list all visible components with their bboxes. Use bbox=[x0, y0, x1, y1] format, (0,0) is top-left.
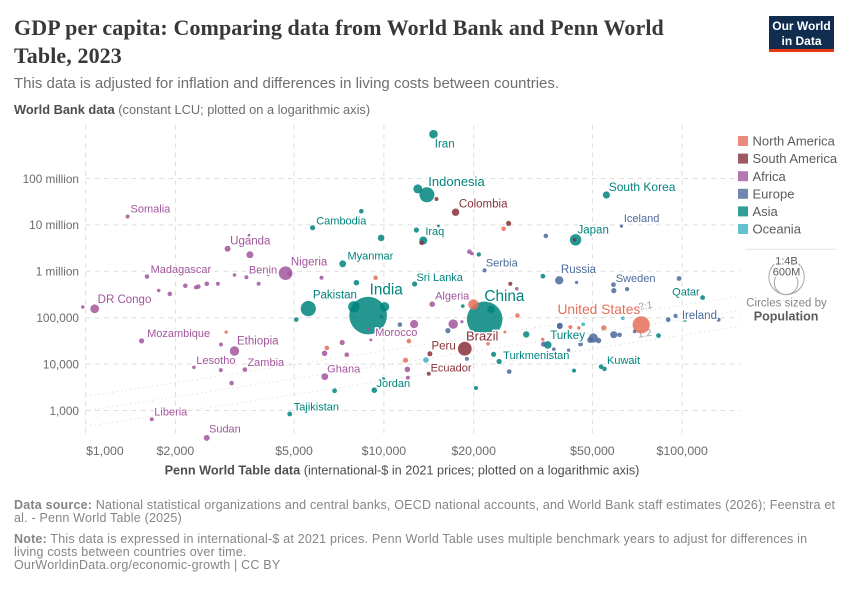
svg-text:Benin: Benin bbox=[249, 265, 277, 277]
svg-text:DR Congo: DR Congo bbox=[98, 294, 152, 306]
svg-text:1,000: 1,000 bbox=[49, 404, 79, 418]
svg-text:10,000: 10,000 bbox=[43, 357, 80, 371]
svg-text:United States: United States bbox=[557, 302, 640, 317]
svg-text:$5,000: $5,000 bbox=[275, 444, 313, 458]
svg-text:600M: 600M bbox=[773, 266, 801, 278]
svg-text:Iraq: Iraq bbox=[425, 226, 444, 238]
svg-text:Circles sized by: Circles sized by bbox=[746, 298, 827, 310]
svg-text:India: India bbox=[370, 282, 404, 299]
svg-text:Uganda: Uganda bbox=[230, 235, 271, 247]
svg-text:Mozambique: Mozambique bbox=[147, 328, 210, 340]
svg-text:Pakistan: Pakistan bbox=[313, 290, 357, 302]
svg-text:China: China bbox=[484, 288, 524, 305]
svg-text:Ecuador: Ecuador bbox=[431, 362, 472, 374]
svg-text:Indonesia: Indonesia bbox=[428, 174, 485, 189]
svg-text:Liberia: Liberia bbox=[154, 407, 188, 419]
svg-text:South America: South America bbox=[753, 151, 838, 166]
svg-text:$10,000: $10,000 bbox=[362, 444, 407, 458]
svg-text:10 million: 10 million bbox=[29, 218, 79, 232]
svg-text:Japan: Japan bbox=[578, 225, 609, 237]
svg-text:Zambia: Zambia bbox=[247, 357, 285, 369]
svg-text:South Korea: South Korea bbox=[609, 180, 676, 194]
svg-text:Madagascar: Madagascar bbox=[151, 264, 212, 276]
svg-text:Iran: Iran bbox=[435, 138, 455, 150]
svg-text:Sudan: Sudan bbox=[209, 424, 241, 436]
svg-text:Nigeria: Nigeria bbox=[291, 257, 328, 269]
svg-text:Russia: Russia bbox=[561, 264, 597, 276]
svg-text:Algeria: Algeria bbox=[435, 291, 470, 303]
svg-text:$2,000: $2,000 bbox=[157, 444, 195, 458]
svg-text:Sri Lanka: Sri Lanka bbox=[416, 272, 463, 284]
svg-text:Africa: Africa bbox=[753, 169, 787, 184]
svg-text:Turkmenistan: Turkmenistan bbox=[503, 350, 569, 362]
svg-text:North America: North America bbox=[753, 134, 836, 149]
svg-text:Morocco: Morocco bbox=[375, 327, 417, 339]
svg-text:Europe: Europe bbox=[753, 186, 795, 201]
svg-text:2:1: 2:1 bbox=[638, 300, 654, 313]
svg-text:$20,000: $20,000 bbox=[451, 444, 496, 458]
svg-text:Kuwait: Kuwait bbox=[607, 355, 640, 367]
svg-text:100,000: 100,000 bbox=[36, 311, 79, 325]
svg-text:Ethiopia: Ethiopia bbox=[237, 336, 279, 348]
svg-text:Population: Population bbox=[754, 309, 819, 323]
svg-text:Ghana: Ghana bbox=[327, 363, 361, 375]
svg-text:Colombia: Colombia bbox=[459, 199, 508, 211]
svg-text:Lesotho: Lesotho bbox=[196, 355, 235, 367]
svg-text:Cambodia: Cambodia bbox=[316, 216, 367, 228]
svg-text:100 million: 100 million bbox=[23, 172, 79, 186]
svg-text:$1,000: $1,000 bbox=[86, 444, 124, 458]
svg-text:Peru: Peru bbox=[431, 341, 455, 353]
svg-text:Iceland: Iceland bbox=[624, 213, 659, 225]
svg-text:Jordan: Jordan bbox=[376, 378, 410, 390]
svg-text:Ireland: Ireland bbox=[682, 310, 717, 322]
svg-text:Penn World Table data (interna: Penn World Table data (international-$ i… bbox=[165, 464, 640, 478]
svg-text:Myanmar: Myanmar bbox=[347, 250, 393, 262]
svg-text:Qatar: Qatar bbox=[672, 287, 700, 299]
svg-text:Sweden: Sweden bbox=[616, 273, 656, 285]
svg-text:Serbia: Serbia bbox=[486, 258, 519, 270]
svg-text:$100,000: $100,000 bbox=[657, 444, 708, 458]
svg-text:Turkey: Turkey bbox=[550, 330, 585, 342]
svg-text:1 million: 1 million bbox=[36, 265, 79, 279]
svg-text:1:4B: 1:4B bbox=[775, 255, 798, 267]
svg-text:Asia: Asia bbox=[753, 204, 779, 219]
svg-text:Somalia: Somalia bbox=[131, 204, 172, 216]
svg-text:Oceania: Oceania bbox=[753, 222, 802, 237]
svg-text:Tajikistan: Tajikistan bbox=[294, 402, 339, 414]
svg-text:Brazil: Brazil bbox=[466, 329, 499, 344]
svg-text:$50,000: $50,000 bbox=[570, 444, 615, 458]
